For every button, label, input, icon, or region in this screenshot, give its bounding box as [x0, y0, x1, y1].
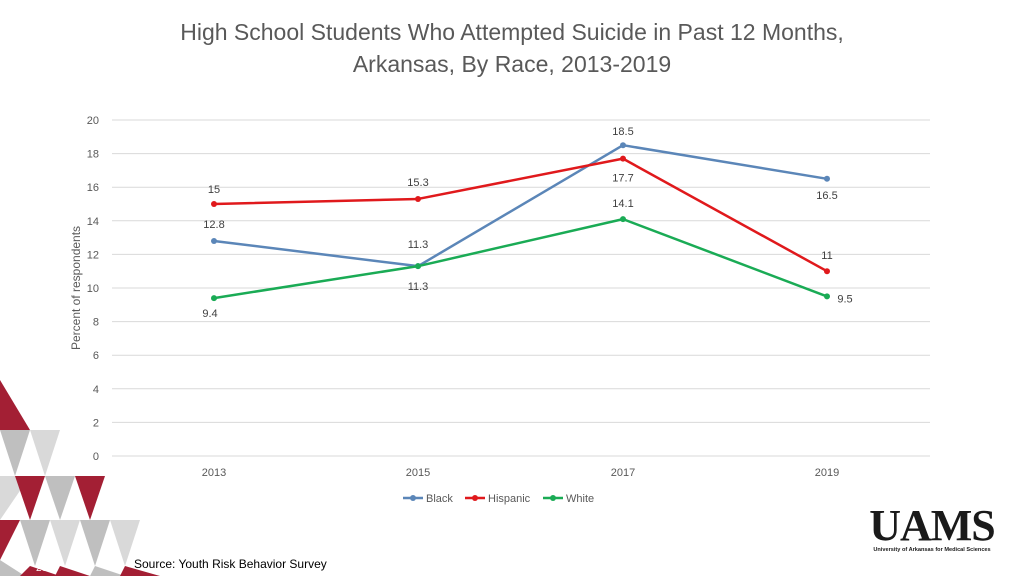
- data-label-black: 12.8: [203, 219, 224, 231]
- logo-wordmark: UAMS: [869, 501, 996, 550]
- decor-triangle: [55, 566, 90, 576]
- data-point-black: [824, 175, 830, 182]
- decorative-triangle-pattern: [0, 380, 160, 576]
- data-point-hispanic: [620, 155, 626, 162]
- data-point-hispanic: [824, 268, 830, 275]
- data-point-white: [824, 293, 830, 300]
- decor-triangle: [30, 430, 60, 476]
- x-tick-label: 2019: [815, 467, 839, 479]
- series-line-black: [213, 143, 828, 268]
- data-label-hispanic: 15: [208, 184, 220, 196]
- decor-triangle: [120, 566, 160, 576]
- decor-triangle: [90, 566, 125, 576]
- x-tick-label: 2017: [611, 467, 635, 479]
- y-tick-label: 16: [87, 182, 99, 194]
- data-label-hispanic: 15.3: [407, 177, 428, 189]
- data-label-white: 9.5: [837, 293, 852, 305]
- decor-triangle: [15, 476, 45, 520]
- data-point-white: [620, 216, 626, 223]
- decor-triangle: [20, 566, 60, 576]
- decor-triangle: [75, 476, 105, 520]
- x-tick-label: 2015: [406, 467, 430, 479]
- y-tick-label: 20: [87, 115, 99, 127]
- y-tick-label: 18: [87, 149, 99, 161]
- y-tick-label: 6: [93, 350, 99, 362]
- legend-marker-hispanic: [472, 495, 478, 501]
- decor-triangle: [0, 520, 20, 560]
- legend-label-hispanic: Hispanic: [488, 493, 531, 505]
- y-axis-ticks: 0 2 4 6 8 10 12 14 16 18 20: [87, 115, 99, 463]
- legend-label-white: White: [566, 493, 594, 505]
- data-point-black: [620, 142, 626, 149]
- data-label-black: 18.5: [612, 126, 633, 138]
- gridlines: [112, 119, 930, 457]
- series-line-white: [213, 217, 828, 300]
- data-label-black: 11.3: [408, 239, 429, 251]
- decor-triangle: [80, 520, 110, 566]
- x-tick-label: 2013: [202, 467, 226, 479]
- decor-triangle: [50, 520, 80, 566]
- data-point-white: [211, 295, 217, 302]
- data-label-white: 9.4: [202, 308, 217, 320]
- source-note: Source: Youth Risk Behavior Survey: [134, 557, 327, 571]
- legend-marker-black: [410, 495, 416, 501]
- chart-title-line-2: Arkansas, By Race, 2013-2019: [352, 51, 672, 77]
- legend-marker-white: [550, 495, 556, 501]
- y-tick-label: 2: [93, 417, 99, 429]
- y-tick-label: 14: [87, 216, 99, 228]
- decor-triangle: [20, 520, 50, 566]
- legend: Black Hispanic White: [403, 493, 594, 505]
- y-axis-label: Percent of respondents: [69, 226, 83, 350]
- data-point-black: [211, 237, 217, 244]
- uams-logo: UAMS University of Arkansas for Medical …: [868, 501, 996, 554]
- decor-triangle: [0, 380, 30, 430]
- chart-title-line-1: High School Students Who Attempted Suici…: [180, 19, 844, 45]
- data-label-black: 16.5: [816, 190, 837, 202]
- y-tick-label: 12: [87, 249, 99, 261]
- data-label-white: 11.3: [408, 281, 429, 293]
- series-lines: 12.8 11.3 18.5 16.5 15 15.3 17.7 11 9.4 11.3 14.1 9…: [202, 126, 852, 320]
- legend-label-black: Black: [426, 493, 453, 505]
- decor-triangle: [110, 520, 140, 566]
- y-tick-label: 4: [93, 384, 99, 396]
- series-line-hispanic: [213, 157, 828, 273]
- data-point-hispanic: [415, 195, 421, 202]
- y-tick-label: 10: [87, 283, 99, 295]
- x-axis-ticks: 2013 2015 2017 2019: [202, 467, 839, 479]
- logo-subtext: University of Arkansas for Medical Scien…: [873, 547, 991, 553]
- decor-triangle: [0, 560, 25, 576]
- y-tick-label: 0: [93, 451, 99, 463]
- slide-number: 26: [36, 563, 48, 574]
- decor-triangle: [45, 476, 75, 520]
- data-point-hispanic: [211, 201, 217, 207]
- data-point-white: [415, 263, 421, 270]
- y-tick-label: 8: [93, 317, 99, 329]
- data-label-hispanic: 11: [821, 250, 832, 262]
- data-label-white: 14.1: [612, 198, 633, 210]
- chart-title: High School Students Who Attempted Suici…: [0, 16, 1024, 80]
- decor-triangle: [0, 430, 30, 476]
- data-label-hispanic: 17.7: [612, 173, 633, 185]
